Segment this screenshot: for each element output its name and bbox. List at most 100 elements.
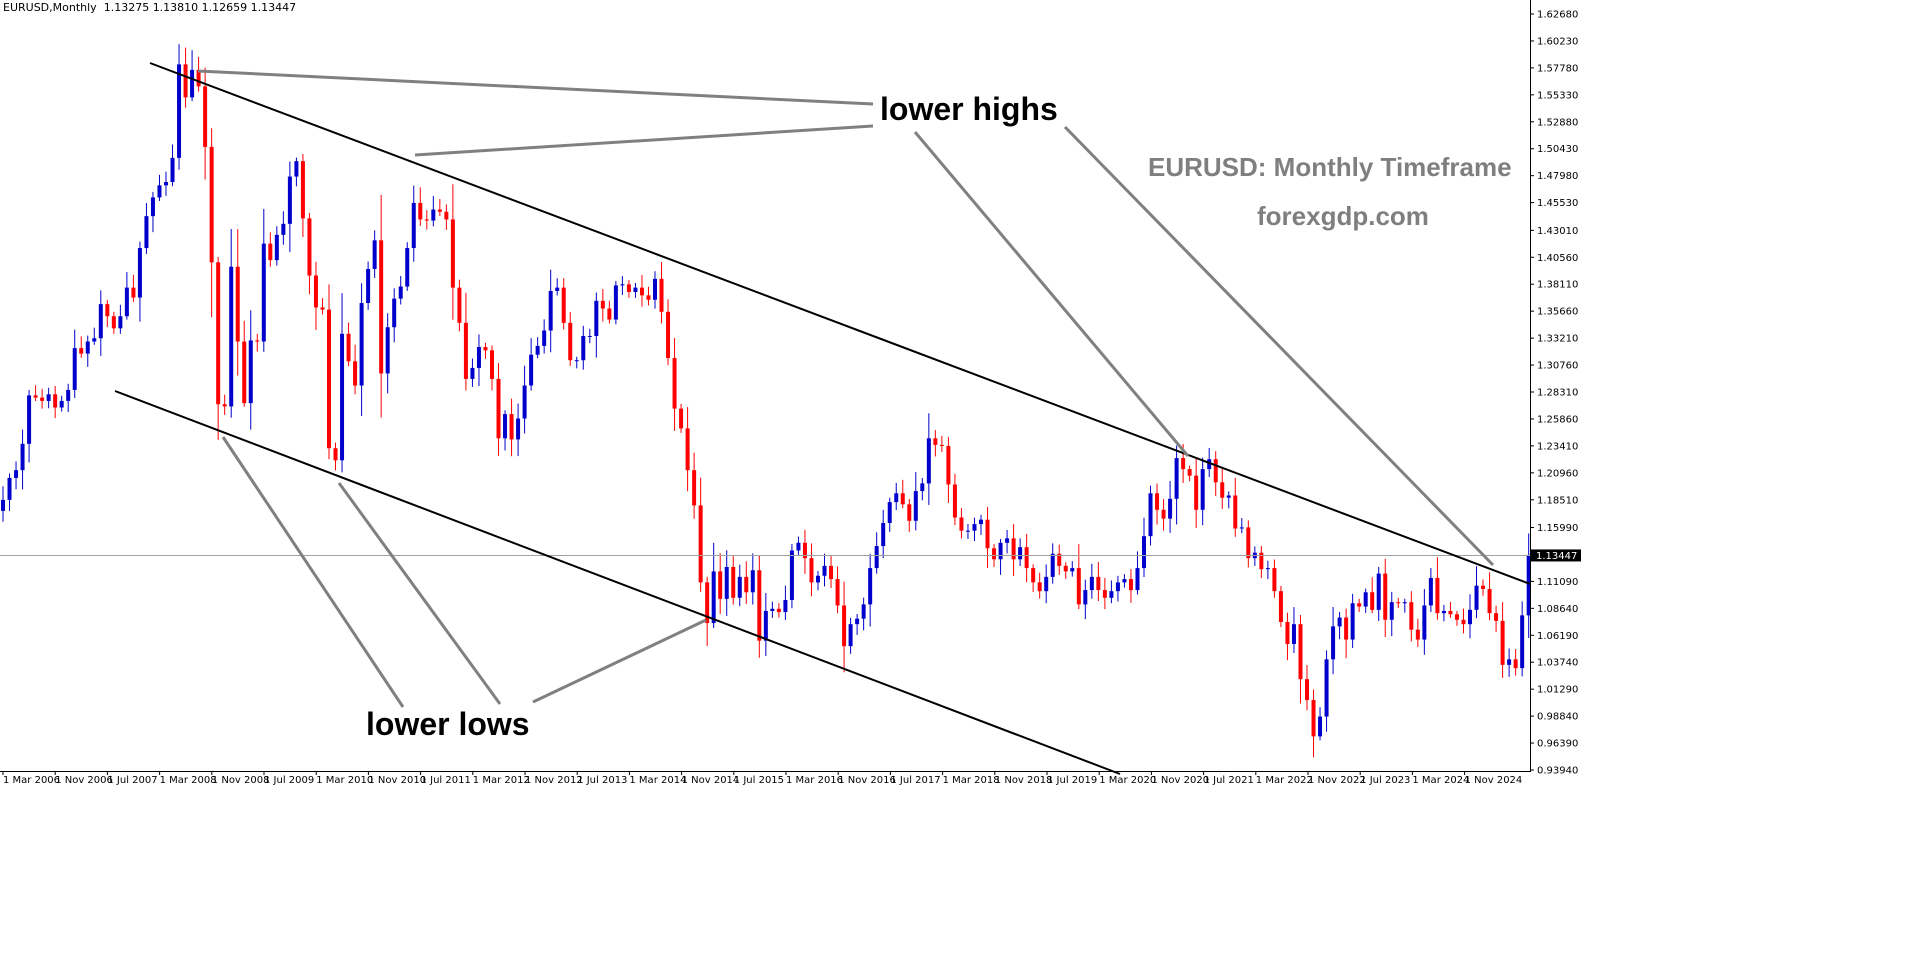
candle-body bbox=[829, 565, 834, 580]
candle-body bbox=[1285, 621, 1290, 644]
candle-body bbox=[1422, 605, 1427, 640]
candle-body bbox=[600, 300, 605, 309]
y-tick-label: 1.35660 bbox=[1537, 307, 1578, 318]
candle-body bbox=[1513, 659, 1518, 669]
candle-body bbox=[874, 546, 879, 569]
candle-body bbox=[1083, 590, 1088, 605]
x-tick-label: 1 Mar 2008 bbox=[160, 775, 217, 786]
candle-body bbox=[242, 341, 247, 404]
candle-body bbox=[1207, 459, 1212, 470]
x-tick-label: 1 Jul 2017 bbox=[890, 775, 940, 786]
candle-body bbox=[1200, 469, 1205, 510]
candle-body bbox=[894, 493, 899, 503]
candle-body bbox=[1174, 458, 1179, 499]
candle-body bbox=[131, 287, 136, 298]
candle-body bbox=[1324, 659, 1329, 717]
candle-body bbox=[1311, 700, 1316, 737]
y-tick-label: 1.28310 bbox=[1537, 388, 1578, 399]
candle-body bbox=[1481, 585, 1486, 589]
candle-body bbox=[783, 599, 788, 613]
y-tick-label: 1.38110 bbox=[1537, 280, 1578, 291]
candle-body bbox=[294, 161, 299, 177]
candle-body bbox=[46, 394, 51, 401]
candle-body bbox=[1109, 591, 1114, 598]
candle-body bbox=[229, 266, 234, 407]
candle-body bbox=[98, 304, 103, 339]
candle-body bbox=[1494, 613, 1499, 621]
y-tick-label: 1.57780 bbox=[1537, 63, 1578, 74]
candle-body bbox=[992, 548, 997, 560]
candle-body bbox=[1298, 624, 1303, 680]
candle-body bbox=[503, 414, 508, 439]
candle-body bbox=[437, 209, 442, 212]
y-tick-label: 0.96390 bbox=[1537, 739, 1578, 750]
candle-body bbox=[1357, 603, 1362, 607]
candle-body bbox=[594, 300, 599, 337]
symbol-label: EURUSD,Monthly bbox=[3, 1, 97, 14]
candle-body bbox=[705, 582, 710, 624]
y-tick-label: 1.47980 bbox=[1537, 171, 1578, 182]
upper-trendline bbox=[149, 62, 1531, 585]
candle-body bbox=[170, 157, 175, 183]
candle-body bbox=[907, 504, 912, 521]
x-tick-label: 1 Mar 2006 bbox=[3, 775, 60, 786]
candle-body bbox=[177, 64, 182, 158]
candle-body bbox=[1115, 582, 1120, 592]
y-tick-label: 1.55330 bbox=[1537, 90, 1578, 101]
candle-body bbox=[1044, 576, 1049, 592]
candle-body bbox=[209, 146, 214, 263]
candle-body bbox=[868, 568, 873, 605]
candle-body bbox=[750, 570, 755, 593]
x-tick-label: 1 Nov 2024 bbox=[1465, 775, 1523, 786]
x-tick-label: 1 Mar 2014 bbox=[629, 775, 686, 786]
candle-body bbox=[1246, 527, 1251, 559]
candle-body bbox=[985, 519, 990, 549]
candle-body bbox=[72, 348, 77, 390]
candle-body bbox=[216, 262, 221, 405]
candle-body bbox=[346, 333, 351, 362]
pointer-low-2 bbox=[337, 482, 502, 705]
candle-body bbox=[666, 311, 671, 359]
x-tick-label: 1 Jul 2009 bbox=[264, 775, 314, 786]
candle-body bbox=[1122, 579, 1127, 583]
candle-body bbox=[66, 389, 71, 401]
candle-body bbox=[861, 604, 866, 619]
candle-body bbox=[1181, 458, 1186, 470]
candle-body bbox=[639, 287, 644, 296]
candle-body bbox=[405, 248, 410, 287]
candle-body bbox=[392, 298, 397, 328]
candle-body bbox=[313, 275, 318, 308]
candle-body bbox=[939, 444, 944, 446]
candle-body bbox=[529, 354, 534, 386]
candle-body bbox=[1331, 626, 1336, 660]
y-tick-label: 1.50430 bbox=[1537, 144, 1578, 155]
y-tick-label: 1.33210 bbox=[1537, 334, 1578, 345]
candle-body bbox=[1168, 498, 1173, 519]
candle-body bbox=[398, 286, 403, 299]
candle-body bbox=[1018, 547, 1023, 560]
candle-body bbox=[1526, 554, 1531, 616]
candle-body bbox=[933, 438, 938, 445]
y-tick-label: 0.93940 bbox=[1537, 766, 1578, 777]
candle-body bbox=[1187, 469, 1192, 476]
price-tag-label: 1.13447 bbox=[1536, 551, 1577, 562]
candle-body bbox=[620, 284, 625, 286]
x-tick-label: 1 Nov 2006 bbox=[55, 775, 113, 786]
candle-body bbox=[1102, 590, 1107, 598]
candle-body bbox=[1089, 576, 1094, 591]
candle-body bbox=[33, 395, 38, 398]
candle-body bbox=[659, 278, 664, 312]
candle-body bbox=[1415, 629, 1420, 640]
candle-body bbox=[809, 558, 814, 583]
candle-body bbox=[1278, 591, 1283, 622]
candle-body bbox=[724, 566, 729, 599]
candle-body bbox=[235, 266, 240, 342]
x-tick-label: 1 Jul 2007 bbox=[107, 775, 157, 786]
y-tick-label: 1.45530 bbox=[1537, 198, 1578, 209]
candle-body bbox=[1096, 576, 1101, 591]
candle-body bbox=[1050, 553, 1055, 577]
candle-body bbox=[1005, 538, 1010, 543]
candle-body bbox=[333, 448, 338, 461]
candle-body bbox=[952, 484, 957, 518]
